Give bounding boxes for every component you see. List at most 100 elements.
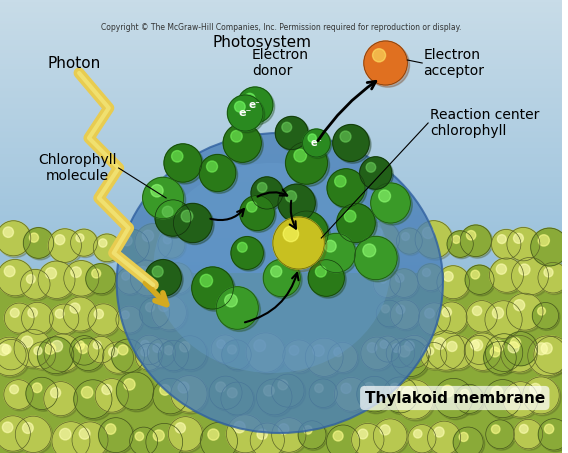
Circle shape bbox=[379, 190, 391, 202]
Circle shape bbox=[130, 260, 166, 296]
Circle shape bbox=[162, 206, 173, 217]
Circle shape bbox=[503, 381, 538, 417]
Circle shape bbox=[417, 264, 444, 291]
Circle shape bbox=[153, 430, 164, 441]
Text: Copyright © The McGraw-Hill Companies, Inc. Permission required for reproduction: Copyright © The McGraw-Hill Companies, I… bbox=[101, 23, 461, 32]
Circle shape bbox=[201, 422, 237, 453]
Circle shape bbox=[216, 382, 225, 392]
Circle shape bbox=[299, 422, 327, 450]
Circle shape bbox=[311, 381, 339, 409]
Circle shape bbox=[151, 184, 163, 197]
Circle shape bbox=[15, 416, 51, 453]
Circle shape bbox=[48, 229, 81, 262]
Circle shape bbox=[246, 333, 285, 372]
Circle shape bbox=[231, 236, 264, 270]
Circle shape bbox=[228, 417, 266, 453]
Circle shape bbox=[50, 231, 83, 264]
Circle shape bbox=[340, 131, 351, 142]
Circle shape bbox=[272, 418, 306, 452]
Circle shape bbox=[532, 303, 558, 329]
Circle shape bbox=[145, 179, 186, 221]
Circle shape bbox=[294, 219, 307, 232]
Circle shape bbox=[390, 383, 400, 394]
Circle shape bbox=[10, 308, 19, 318]
Circle shape bbox=[305, 338, 343, 376]
Circle shape bbox=[504, 383, 540, 419]
Circle shape bbox=[27, 379, 60, 411]
Circle shape bbox=[417, 222, 454, 260]
Circle shape bbox=[10, 385, 19, 394]
Circle shape bbox=[179, 342, 190, 352]
Circle shape bbox=[465, 265, 494, 294]
Circle shape bbox=[460, 225, 491, 256]
Circle shape bbox=[385, 379, 420, 414]
Circle shape bbox=[513, 233, 523, 243]
Circle shape bbox=[152, 266, 163, 277]
Circle shape bbox=[34, 347, 42, 355]
Circle shape bbox=[491, 425, 500, 434]
Circle shape bbox=[335, 126, 371, 163]
Circle shape bbox=[418, 303, 450, 335]
Circle shape bbox=[232, 238, 265, 271]
Circle shape bbox=[81, 386, 93, 398]
Circle shape bbox=[452, 236, 460, 243]
Circle shape bbox=[160, 385, 170, 395]
Circle shape bbox=[360, 157, 392, 189]
Text: e⁻: e⁻ bbox=[239, 108, 252, 118]
Circle shape bbox=[228, 345, 236, 354]
Circle shape bbox=[170, 419, 204, 453]
Circle shape bbox=[4, 266, 15, 277]
Circle shape bbox=[113, 341, 146, 374]
Circle shape bbox=[283, 340, 315, 372]
Circle shape bbox=[324, 240, 336, 252]
Circle shape bbox=[491, 260, 525, 294]
Circle shape bbox=[0, 221, 31, 256]
Circle shape bbox=[471, 340, 483, 351]
Circle shape bbox=[513, 300, 525, 311]
Circle shape bbox=[436, 381, 475, 419]
Circle shape bbox=[425, 308, 435, 318]
Circle shape bbox=[466, 266, 495, 296]
Circle shape bbox=[455, 384, 483, 414]
Circle shape bbox=[367, 223, 401, 258]
Circle shape bbox=[541, 343, 552, 354]
Circle shape bbox=[422, 344, 448, 371]
Circle shape bbox=[313, 345, 324, 357]
Circle shape bbox=[428, 333, 467, 372]
Circle shape bbox=[403, 387, 414, 399]
Circle shape bbox=[4, 380, 33, 410]
Circle shape bbox=[37, 337, 74, 374]
Circle shape bbox=[93, 234, 120, 262]
Circle shape bbox=[160, 342, 190, 372]
Circle shape bbox=[132, 262, 168, 298]
Circle shape bbox=[51, 305, 80, 335]
Circle shape bbox=[484, 380, 521, 418]
Circle shape bbox=[333, 125, 369, 161]
Circle shape bbox=[32, 383, 42, 393]
Circle shape bbox=[208, 429, 219, 440]
Circle shape bbox=[168, 417, 202, 451]
Circle shape bbox=[76, 382, 114, 420]
Circle shape bbox=[162, 263, 193, 294]
Text: Photon: Photon bbox=[48, 56, 101, 71]
Circle shape bbox=[115, 229, 149, 264]
Circle shape bbox=[14, 329, 51, 367]
Circle shape bbox=[294, 149, 307, 162]
Circle shape bbox=[382, 305, 390, 313]
Circle shape bbox=[540, 264, 568, 294]
Circle shape bbox=[466, 335, 503, 372]
Circle shape bbox=[528, 336, 567, 376]
Circle shape bbox=[486, 334, 523, 371]
Circle shape bbox=[90, 305, 120, 337]
Circle shape bbox=[465, 335, 494, 365]
Circle shape bbox=[248, 335, 287, 374]
Circle shape bbox=[375, 420, 408, 453]
Circle shape bbox=[152, 295, 186, 330]
Circle shape bbox=[0, 339, 26, 370]
Circle shape bbox=[287, 213, 331, 257]
Circle shape bbox=[51, 388, 61, 398]
Circle shape bbox=[393, 341, 431, 379]
Circle shape bbox=[392, 301, 421, 331]
Circle shape bbox=[199, 154, 236, 192]
Circle shape bbox=[17, 418, 53, 453]
